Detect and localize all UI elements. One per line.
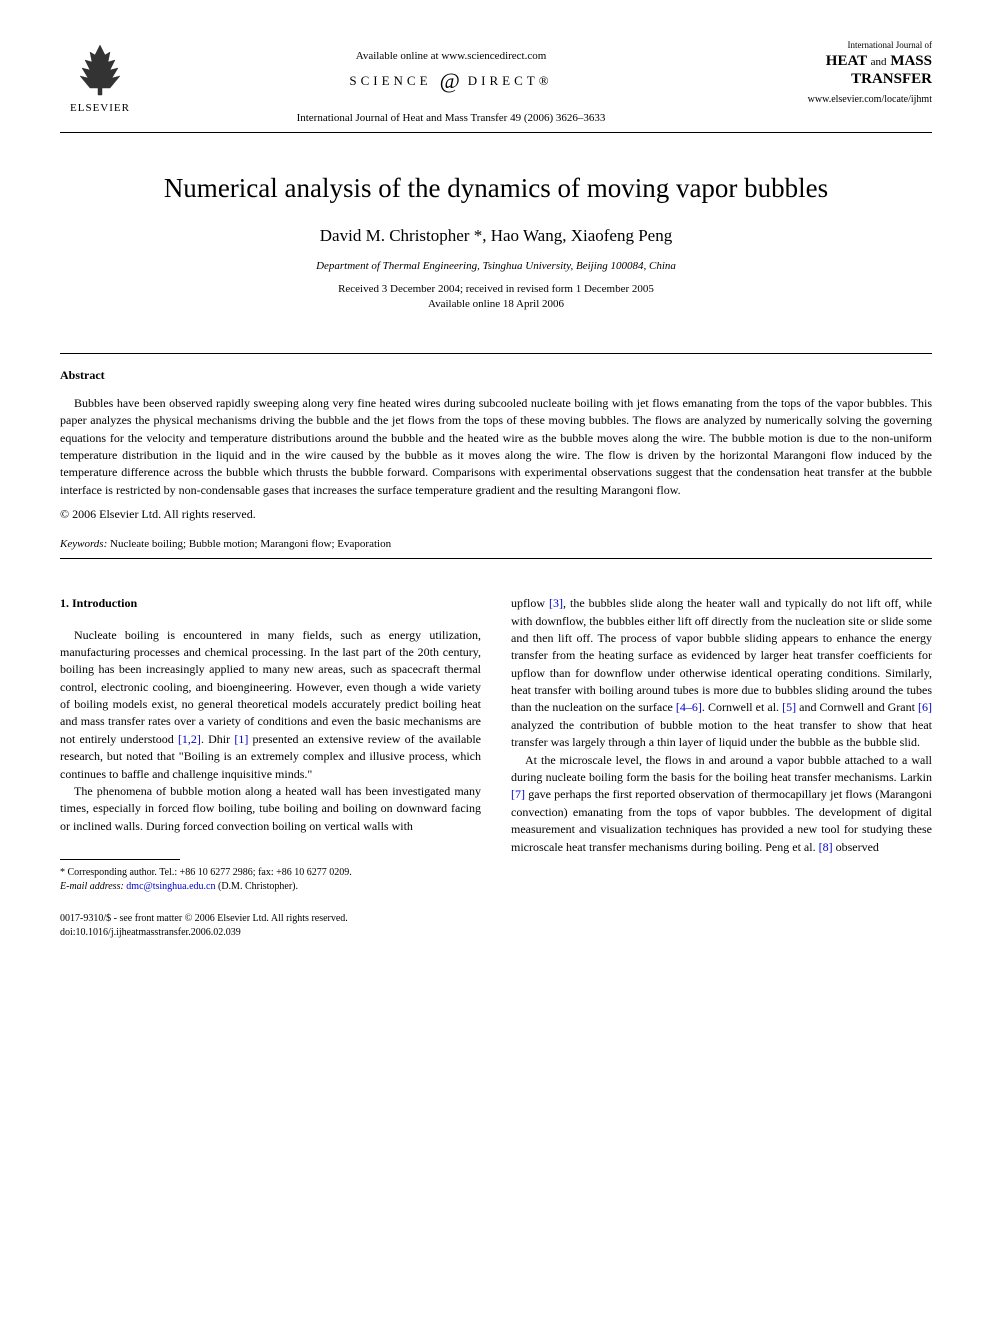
journal-url[interactable]: www.elsevier.com/locate/ijhmt xyxy=(762,94,932,105)
ref-link-5[interactable]: [5] xyxy=(782,700,796,714)
ref-link-6[interactable]: [6] xyxy=(918,700,932,714)
footnote-separator xyxy=(60,859,180,860)
received-date: Received 3 December 2004; received in re… xyxy=(338,283,654,295)
copyright-line: © 2006 Elsevier Ltd. All rights reserved… xyxy=(60,507,932,522)
sd-right: DIRECT® xyxy=(468,73,553,89)
c2p1b: , the bubbles slide along the heater wal… xyxy=(511,596,932,714)
authors-line: David M. Christopher *, Hao Wang, Xiaofe… xyxy=(60,226,932,246)
online-date: Available online 18 April 2006 xyxy=(428,298,564,310)
footer-front-matter: 0017-9310/$ - see front matter © 2006 El… xyxy=(60,912,932,926)
journal-heat: HEAT xyxy=(826,53,867,69)
journal-and: and xyxy=(871,56,887,68)
p1b: . Dhir xyxy=(201,732,234,746)
abstract-top-rule xyxy=(60,353,932,354)
c2p1a: upflow xyxy=(511,596,549,610)
footnote-email-line: E-mail address: dmc@tsinghua.edu.cn (D.M… xyxy=(60,880,481,894)
p1a: Nucleate boiling is encountered in many … xyxy=(60,628,481,746)
paper-title: Numerical analysis of the dynamics of mo… xyxy=(60,173,932,204)
body-columns: 1. Introduction Nucleate boiling is enco… xyxy=(60,595,932,894)
c2p1e: analyzed the contribution of bubble moti… xyxy=(511,718,932,749)
footer-block: 0017-9310/$ - see front matter © 2006 El… xyxy=(60,912,932,940)
sd-swirl-icon: @ xyxy=(440,68,460,94)
intro-heading: 1. Introduction xyxy=(60,595,481,612)
abstract-heading: Abstract xyxy=(60,368,932,383)
journal-reference: International Journal of Heat and Mass T… xyxy=(140,112,762,124)
footnote-email-suffix: (D.M. Christopher). xyxy=(216,881,299,892)
c2p2a: At the microscale level, the flows in an… xyxy=(511,753,932,784)
abstract-bottom-rule xyxy=(60,558,932,559)
col2-para-2: At the microscale level, the flows in an… xyxy=(511,752,932,856)
c2p1d: and Cornwell and Grant xyxy=(796,700,918,714)
left-column: 1. Introduction Nucleate boiling is enco… xyxy=(60,595,481,894)
intro-para-1: Nucleate boiling is encountered in many … xyxy=(60,627,481,784)
ref-link-8[interactable]: [8] xyxy=(819,840,833,854)
header-divider xyxy=(60,132,932,133)
header-row: ELSEVIER Available online at www.science… xyxy=(60,40,932,124)
c2p2c: observed xyxy=(833,840,879,854)
journal-mass: MASS xyxy=(890,53,932,69)
right-column: upflow [3], the bubbles slide along the … xyxy=(511,595,932,894)
footer-doi: doi:10.1016/j.ijheatmasstransfer.2006.02… xyxy=(60,926,932,940)
col2-para-1: upflow [3], the bubbles slide along the … xyxy=(511,595,932,752)
journal-name: HEAT and MASS TRANSFER xyxy=(762,52,932,88)
c2p1c: . Cornwell et al. xyxy=(702,700,782,714)
elsevier-tree-icon xyxy=(70,40,130,100)
footnote-email-link[interactable]: dmc@tsinghua.edu.cn xyxy=(126,881,215,892)
footnote-corr-line: * Corresponding author. Tel.: +86 10 627… xyxy=(60,866,481,880)
journal-small-label: International Journal of xyxy=(762,40,932,50)
sd-left: SCIENCE xyxy=(349,73,431,89)
header-center: Available online at www.sciencedirect.co… xyxy=(140,40,762,124)
abstract-text: Bubbles have been observed rapidly sweep… xyxy=(60,395,932,499)
science-direct-logo: SCIENCE @ DIRECT® xyxy=(140,68,762,94)
corresponding-author-footnote: * Corresponding author. Tel.: +86 10 627… xyxy=(60,866,481,894)
elsevier-label: ELSEVIER xyxy=(70,102,130,114)
intro-para-2: The phenomena of bubble motion along a h… xyxy=(60,783,481,835)
ref-link-3[interactable]: [3] xyxy=(549,596,563,610)
journal-transfer: TRANSFER xyxy=(851,71,932,87)
ref-link-4-6[interactable]: [4–6] xyxy=(676,700,702,714)
footnote-email-label: E-mail address: xyxy=(60,881,124,892)
affiliation: Department of Thermal Engineering, Tsing… xyxy=(60,260,932,272)
keywords-label: Keywords: xyxy=(60,538,107,550)
keywords-text: Nucleate boiling; Bubble motion; Marango… xyxy=(107,538,391,550)
dates-block: Received 3 December 2004; received in re… xyxy=(60,282,932,313)
publisher-logo: ELSEVIER xyxy=(60,40,140,114)
ref-link-7[interactable]: [7] xyxy=(511,787,525,801)
ref-link-1-2[interactable]: [1,2] xyxy=(178,732,201,746)
keywords-line: Keywords: Nucleate boiling; Bubble motio… xyxy=(60,538,932,550)
ref-link-1[interactable]: [1] xyxy=(234,732,248,746)
available-online-text: Available online at www.sciencedirect.co… xyxy=(140,50,762,62)
journal-logo-block: International Journal of HEAT and MASS T… xyxy=(762,40,932,105)
